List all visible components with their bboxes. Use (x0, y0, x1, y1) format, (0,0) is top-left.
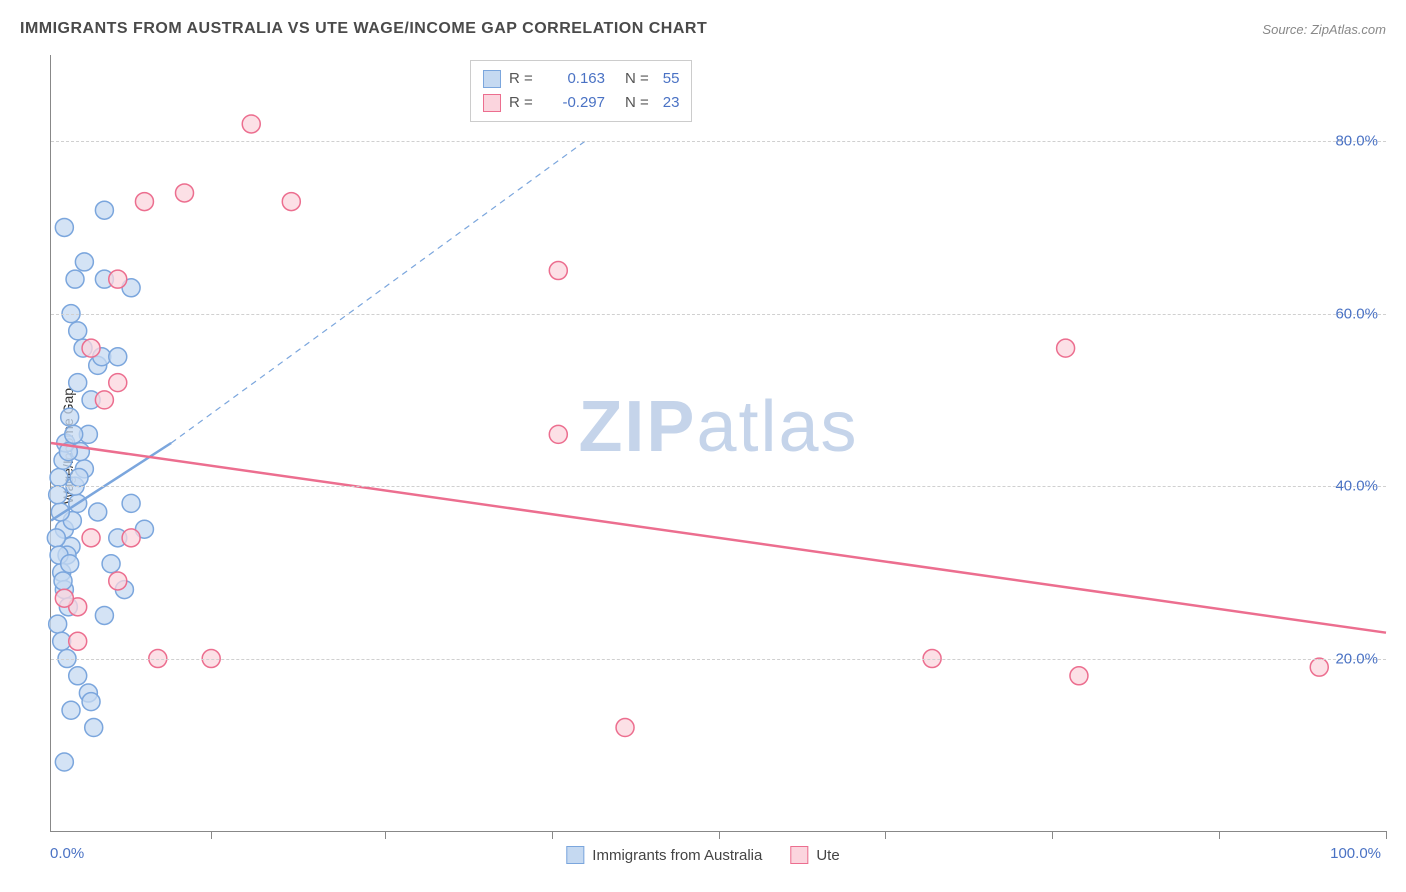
immigrants-point (70, 468, 88, 486)
ute-point (109, 374, 127, 392)
y-tick-label: 80.0% (1335, 133, 1378, 150)
immigrants-point (109, 348, 127, 366)
immigrants-point (95, 201, 113, 219)
immigrants-point (85, 719, 103, 737)
ute-point (549, 425, 567, 443)
chart-container: IMMIGRANTS FROM AUSTRALIA VS UTE WAGE/IN… (0, 0, 1406, 892)
r-label: R = (509, 91, 537, 115)
immigrants-legend-swatch (566, 846, 584, 864)
immigrants-point (122, 494, 140, 512)
series-legend: Immigrants from Australia Ute (566, 846, 839, 864)
chart-title: IMMIGRANTS FROM AUSTRALIA VS UTE WAGE/IN… (20, 20, 707, 38)
plot-svg (51, 55, 1386, 831)
immigrants-point (65, 425, 83, 443)
x-axis-min-label: 0.0% (50, 845, 84, 862)
ute-point (242, 115, 260, 133)
correlation-row-immigrants: R = 0.163 N = 55 (483, 67, 679, 91)
x-tick (211, 831, 212, 839)
x-tick (552, 831, 553, 839)
grid-line (51, 486, 1386, 487)
immigrants-point (62, 701, 80, 719)
ute-swatch (483, 94, 501, 112)
x-tick (1052, 831, 1053, 839)
legend-item-immigrants: Immigrants from Australia (566, 846, 762, 864)
legend-item-ute: Ute (790, 846, 839, 864)
immigrants-point (49, 615, 67, 633)
ute-point (109, 572, 127, 590)
ute-point (95, 391, 113, 409)
immigrants-r-value: 0.163 (545, 67, 605, 91)
grid-line (51, 314, 1386, 315)
ute-point (109, 270, 127, 288)
x-tick (719, 831, 720, 839)
grid-line (51, 141, 1386, 142)
x-tick (1386, 831, 1387, 839)
immigrants-point (89, 503, 107, 521)
ute-point (69, 632, 87, 650)
source-name: ZipAtlas.com (1311, 22, 1386, 37)
immigrants-swatch (483, 70, 501, 88)
immigrants-point (47, 529, 65, 547)
y-tick-label: 20.0% (1335, 650, 1378, 667)
n-label: N = (625, 91, 649, 115)
x-tick (885, 831, 886, 839)
immigrants-point (69, 374, 87, 392)
immigrants-point (50, 468, 68, 486)
x-tick (385, 831, 386, 839)
ute-legend-label: Ute (816, 847, 839, 864)
ute-point (549, 262, 567, 280)
ute-point (1310, 658, 1328, 676)
r-label: R = (509, 67, 537, 91)
x-tick (1219, 831, 1220, 839)
correlation-legend: R = 0.163 N = 55 R = -0.297 N = 23 (470, 60, 692, 122)
immigrants-point (66, 270, 84, 288)
x-axis-max-label: 100.0% (1330, 845, 1381, 862)
ute-point (176, 184, 194, 202)
ute-legend-swatch (790, 846, 808, 864)
correlation-row-ute: R = -0.297 N = 23 (483, 91, 679, 115)
immigrants-point (69, 322, 87, 340)
immigrants-point (54, 572, 72, 590)
ute-trend-line (51, 443, 1386, 633)
ute-point (1070, 667, 1088, 685)
ute-point (282, 193, 300, 211)
immigrants-legend-label: Immigrants from Australia (592, 847, 762, 864)
immigrants-point (55, 218, 73, 236)
n-label: N = (625, 67, 649, 91)
ute-point (55, 589, 73, 607)
y-tick-label: 40.0% (1335, 478, 1378, 495)
immigrants-point (102, 555, 120, 573)
immigrants-point (61, 555, 79, 573)
ute-point (122, 529, 140, 547)
grid-line (51, 659, 1386, 660)
source-attribution: Source: ZipAtlas.com (1262, 22, 1386, 37)
source-label: Source: (1262, 22, 1307, 37)
immigrants-point (69, 667, 87, 685)
ute-point (135, 193, 153, 211)
immigrants-point (55, 753, 73, 771)
y-tick-label: 60.0% (1335, 305, 1378, 322)
immigrants-point (61, 408, 79, 426)
immigrants-point (82, 693, 100, 711)
plot-area: ZIPatlas 20.0%40.0%60.0%80.0% (50, 55, 1386, 832)
ute-point (616, 719, 634, 737)
title-bar: IMMIGRANTS FROM AUSTRALIA VS UTE WAGE/IN… (20, 20, 1386, 38)
ute-point (1057, 339, 1075, 357)
ute-r-value: -0.297 (545, 91, 605, 115)
ute-point (82, 339, 100, 357)
immigrants-trend-line-extension (171, 141, 585, 443)
immigrants-point (49, 486, 67, 504)
immigrants-n-value: 55 (663, 67, 680, 91)
immigrants-point (75, 253, 93, 271)
ute-n-value: 23 (663, 91, 680, 115)
immigrants-point (95, 606, 113, 624)
ute-point (82, 529, 100, 547)
